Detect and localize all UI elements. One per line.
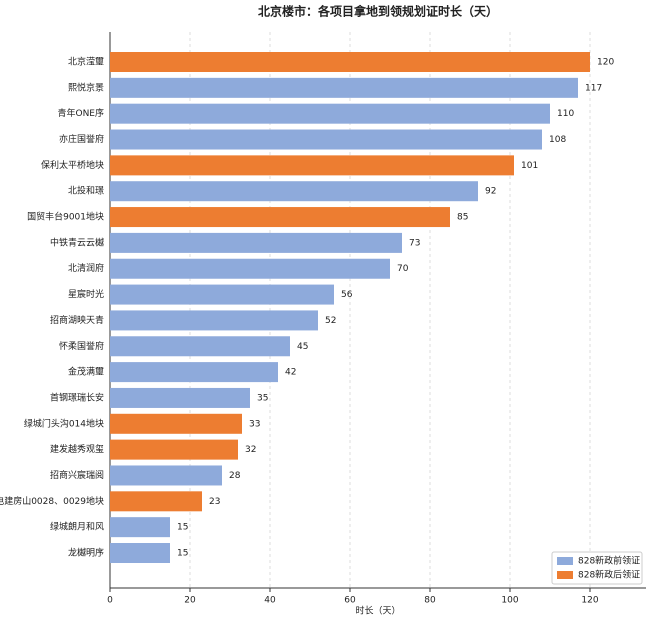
y-tick-label: 绿城朗月和风 <box>50 521 104 533</box>
x-tick-label: 20 <box>184 596 196 606</box>
value-label: 28 <box>229 471 241 481</box>
bar <box>110 362 278 383</box>
bar <box>110 52 590 72</box>
value-label: 110 <box>557 109 574 119</box>
y-tick-label: 首钢璟瑞长安 <box>50 391 104 403</box>
bar <box>110 181 478 202</box>
value-label: 70 <box>397 264 409 274</box>
legend-label: 828新政后领证 <box>578 569 640 581</box>
value-label: 35 <box>257 393 268 403</box>
legend-swatch <box>557 557 573 565</box>
y-tick-label: 金茂满璽 <box>68 366 104 378</box>
value-label: 101 <box>521 161 538 171</box>
bar <box>110 439 238 460</box>
y-tick-label: 国贸丰台9001地块 <box>27 211 104 223</box>
value-label: 15 <box>177 523 188 533</box>
chart-title: 北京楼市：各项目拿地到领规划证时长（天） <box>258 4 498 19</box>
bar <box>110 155 514 176</box>
x-axis-label: 时长（天） <box>355 605 400 617</box>
value-label: 92 <box>485 187 496 197</box>
x-tick-label: 40 <box>264 596 276 606</box>
x-tick-label: 120 <box>581 596 598 606</box>
value-label: 23 <box>209 497 220 507</box>
bar <box>110 336 290 357</box>
y-tick-label: 保利太平桥地块 <box>41 159 104 171</box>
y-tick-label: 招商湖映天青 <box>50 314 104 326</box>
y-tick-label: 中铁青云云樾 <box>50 236 104 248</box>
value-label: 108 <box>549 135 566 145</box>
bar <box>110 543 170 563</box>
value-label: 117 <box>585 83 602 93</box>
value-label: 32 <box>245 445 256 455</box>
bar <box>110 258 390 279</box>
legend-label: 828新政前领证 <box>578 555 640 567</box>
bar <box>110 310 318 331</box>
y-tick-label: 电建房山0028、0029地块 <box>0 495 104 507</box>
bar <box>110 232 402 253</box>
y-tick-label: 熙悦京景 <box>68 81 104 93</box>
y-tick-label: 绿城门头沟014地块 <box>24 417 104 429</box>
bar <box>110 413 242 434</box>
x-tick-label: 0 <box>107 596 113 606</box>
value-label: 15 <box>177 549 188 559</box>
y-tick-label: 星宸时光 <box>68 288 104 300</box>
bar <box>110 103 550 124</box>
y-tick-label: 亦庄国誉府 <box>59 133 104 145</box>
value-label: 56 <box>341 290 353 300</box>
y-tick-label: 建发越秀观玺 <box>50 443 104 455</box>
y-tick-label: 北清润府 <box>68 262 104 274</box>
bar <box>110 517 170 538</box>
value-label: 33 <box>249 419 260 429</box>
y-tick-label: 怀柔国誉府 <box>59 340 104 352</box>
bar <box>110 207 450 228</box>
y-tick-label: 龙樾明序 <box>68 547 104 559</box>
bar <box>110 129 542 150</box>
bar <box>110 387 250 408</box>
x-tick-label: 80 <box>424 596 436 606</box>
value-label: 85 <box>457 213 468 223</box>
value-label: 45 <box>297 342 308 352</box>
value-label: 73 <box>409 238 420 248</box>
x-tick-label: 100 <box>501 596 518 606</box>
y-tick-label: 北京滢璽 <box>68 56 104 68</box>
legend-swatch <box>557 571 573 579</box>
y-tick-label: 青年ONE序 <box>57 107 104 119</box>
value-label: 120 <box>597 58 614 68</box>
bar <box>110 284 334 305</box>
bar <box>110 77 578 98</box>
legend-box <box>551 551 643 585</box>
y-tick-label: 北投和璟 <box>68 185 104 197</box>
x-tick-label: 60 <box>344 596 356 606</box>
value-label: 52 <box>325 316 336 326</box>
y-tick-label: 招商兴宸瑞阅 <box>50 469 104 481</box>
bar <box>110 465 222 486</box>
bar <box>110 491 202 512</box>
value-label: 42 <box>285 368 296 378</box>
